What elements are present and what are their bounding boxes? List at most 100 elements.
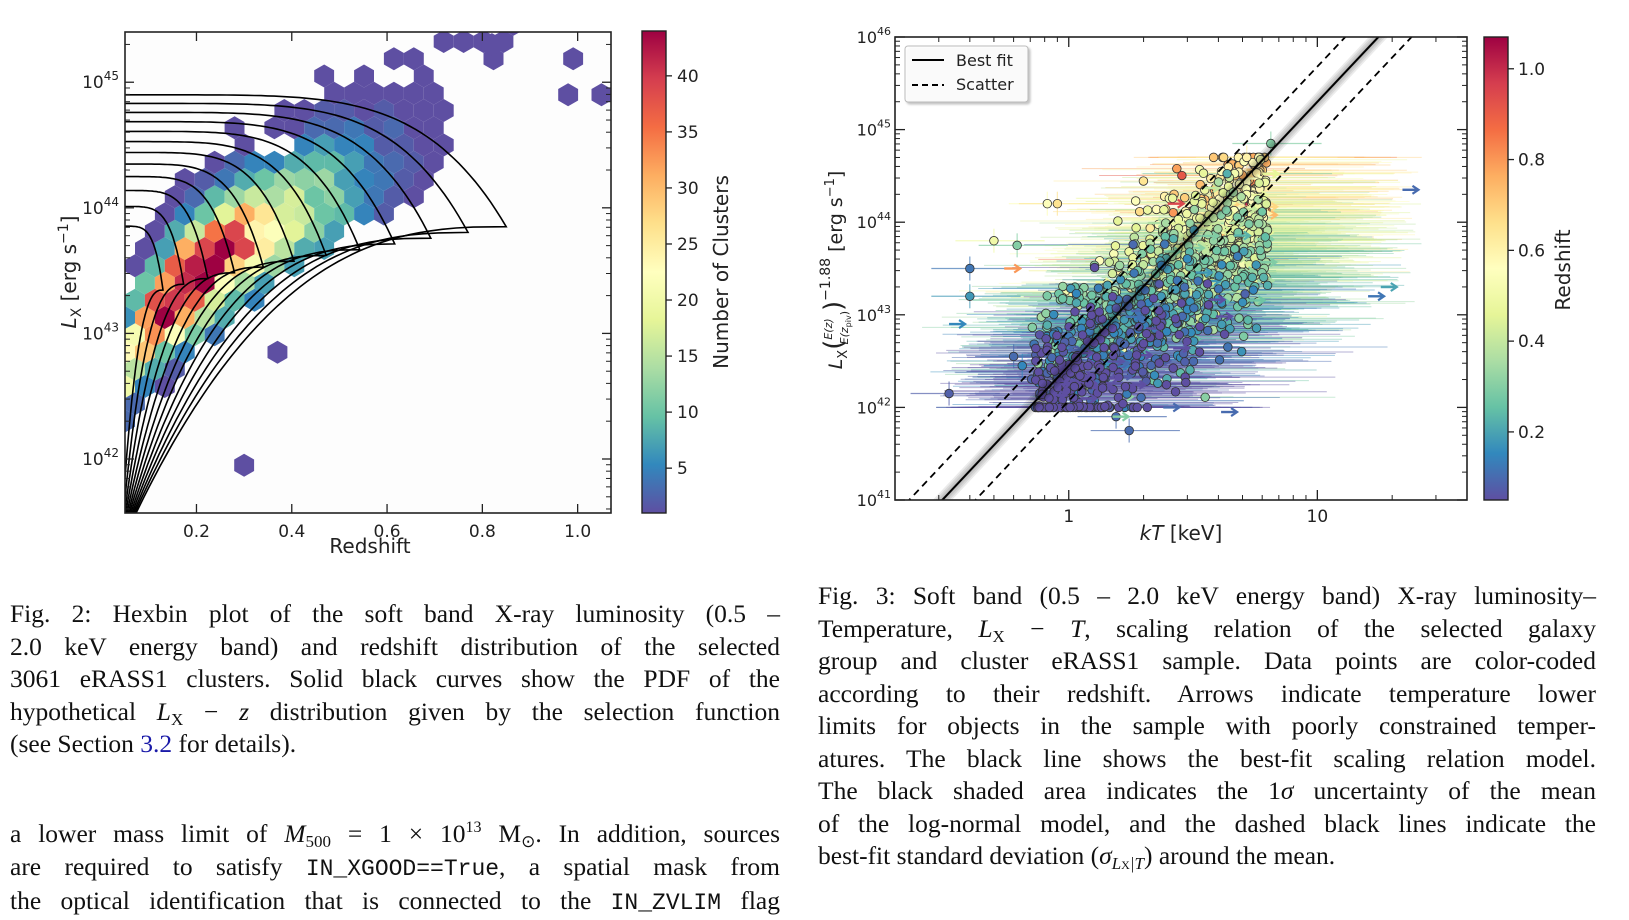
data-point [944,388,954,399]
colorbar-tick-label: 0.4 [1518,332,1545,352]
data-point [1110,241,1121,251]
data-point [1177,170,1187,181]
text: (see Section [10,729,141,758]
lower-limit-arrow [1402,184,1421,195]
legend: Best fit Scatter [904,45,1029,103]
text: = 1 × 10 [330,819,466,848]
data-point [1170,284,1181,295]
lower-limit-arrow [949,319,968,329]
hexbin-cell [174,237,195,260]
data-point [1203,300,1214,310]
code: IN_XGOOD==True [305,855,500,882]
data-point [1237,297,1248,308]
math-L: L [156,696,171,726]
section-link[interactable]: 3.2 [140,729,173,758]
colorbar-label: Number of Clusters [709,175,733,369]
hexbin-cell [344,116,364,140]
lower-limit-arrow [1054,379,1073,390]
caption-line: hypothetical LX − z distribution given b… [10,696,780,729]
arrow-head-icon [1086,348,1095,359]
y-tick-label: 1042 [857,395,891,417]
hexbin-cell [125,288,145,312]
arrow-head-icon [1085,370,1095,381]
text: the optical identification that is conne… [10,886,611,915]
hexbin-cell [244,150,265,174]
hexbin-cell [234,133,255,157]
data-point [1182,209,1192,219]
hexbin-cell [164,323,185,347]
code: IN_ZVLIM [610,890,722,916]
data-point [1027,322,1037,333]
axes-frame [894,36,1468,501]
hexbin-cell [413,133,434,157]
data-point [1120,339,1130,349]
data-point [1108,362,1118,373]
data-point [1124,425,1134,436]
data-point [1197,199,1207,209]
hexbin-cell [403,150,424,174]
data-point [1125,327,1135,338]
hexbin-cell [284,254,305,278]
data-point [1031,343,1041,354]
data-point [1219,246,1230,257]
data-point [1266,138,1276,149]
data-point [1138,260,1149,270]
hexbin-cell [184,254,205,278]
hexbin-cell [194,306,215,329]
data-point [1042,291,1052,301]
data-point [1102,280,1113,290]
text: a lower mass limit of [10,819,285,848]
math-sigma: σ [1280,776,1294,805]
arrow-head-icon [1125,371,1135,381]
hexbin-cell [284,185,305,209]
data-point [1257,207,1267,217]
arrow-head-icon [1063,379,1073,390]
y-tick-label: 1044 [82,195,119,219]
data-point [1057,342,1067,353]
lower-limit-arrow [1173,343,1192,354]
arrow-head-icon [1177,198,1186,209]
data-point [1236,192,1246,202]
colorbar-tick-label: 15 [677,347,699,367]
lower-limit-arrow [1368,291,1387,302]
hexbin-cell [314,64,335,88]
arrow-head-icon [1257,295,1267,306]
math-sub: LX|T [1112,854,1144,873]
data-point [965,263,975,274]
lower-limit-arrow [1080,393,1099,404]
hexbin-cell [294,202,315,226]
hexbin-cell [154,237,175,260]
text: distribution given by the selection func… [249,696,780,726]
fit-lines-layer [907,37,1413,500]
colorbar-ticks: 0.2 0.4 0.6 0.8 1.0 [1508,60,1545,443]
data-point [1070,363,1080,373]
legend-label-scatter: Scatter [956,75,1014,94]
data-point [1075,371,1085,381]
data-point [1173,260,1184,270]
hexbin-cell [244,185,265,209]
colorbar-tick-label: 25 [677,235,699,255]
data-point [1071,298,1082,308]
x-axis-label: Redshift [329,534,410,558]
hexbin-cell [284,116,305,140]
data-point [1218,152,1229,163]
data-point [1132,402,1142,413]
arrow-head-icon [1105,381,1115,392]
body-line: are required to satisfy IN_XGOOD==True, … [10,851,780,886]
text: , scaling relation of the selected galax… [1084,613,1596,643]
colorbar-tick-label: 10 [677,403,699,423]
hexbin-cell [354,99,374,122]
hexbin-cell [383,150,404,174]
data-point [1111,303,1121,313]
lower-limit-arrow [1195,267,1214,278]
x-tick-label: 1 [1063,507,1074,527]
arrow-head-icon [1269,257,1279,268]
arrow-head-icon [1411,184,1421,195]
data-point [1034,402,1044,413]
data-point [1208,197,1218,208]
hexbin-cell [403,47,424,71]
caption-line: Fig. 2: Hexbin plot of the soft band X-r… [10,599,780,628]
colorbar-tick-label: 20 [677,291,699,311]
data-point [1042,320,1052,330]
data-point [1131,350,1142,360]
